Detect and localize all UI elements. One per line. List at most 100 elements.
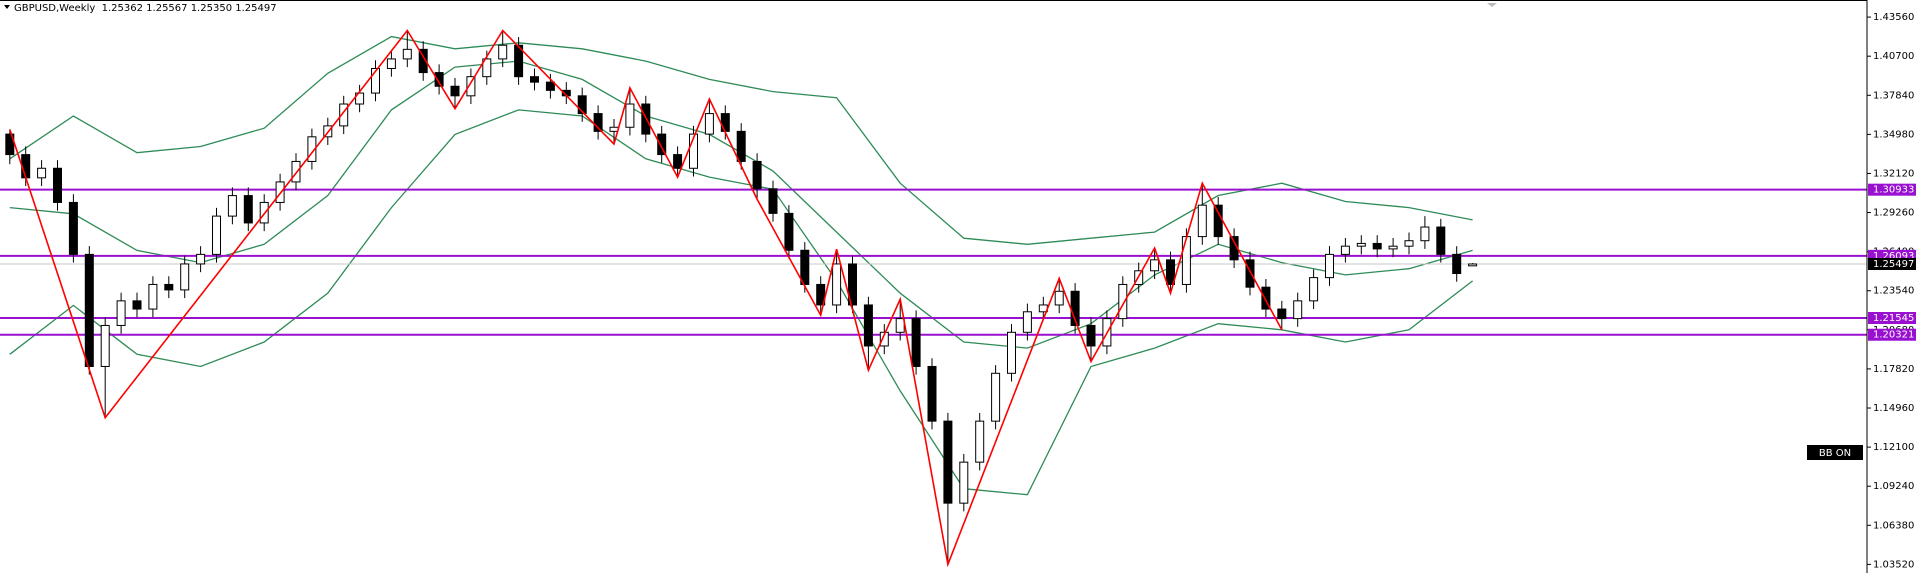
candle-body xyxy=(164,283,174,291)
candle-body xyxy=(1420,226,1430,242)
candle-body xyxy=(355,92,365,105)
candle-body xyxy=(148,283,158,310)
candle-body xyxy=(1166,259,1175,285)
candle-body xyxy=(1277,308,1287,320)
y-tick-label: 1.23540 xyxy=(1873,286,1914,297)
y-tick-label: 1.32120 xyxy=(1873,168,1914,179)
candle-body xyxy=(577,95,587,115)
candle-body xyxy=(1197,204,1207,238)
candle-body xyxy=(895,318,905,333)
candle-body xyxy=(1213,204,1223,238)
candle-body xyxy=(1054,290,1064,306)
candle-body xyxy=(768,188,778,214)
overlay: 1.30933 1.26093 1.21545 1.20321 1.25497 BB ON xyxy=(1807,183,1916,460)
candle-body xyxy=(418,48,428,74)
candle-body xyxy=(816,283,826,306)
candle-body xyxy=(84,253,94,367)
candle-body xyxy=(132,300,142,310)
candle-body xyxy=(275,181,285,203)
candle-body xyxy=(53,167,62,203)
candle-body xyxy=(530,76,539,83)
candle-body xyxy=(21,154,31,179)
price-axis: 1.43560 1.40700 1.37840 1.34980 1.32120 1.292… xyxy=(1867,12,1914,570)
candle-body xyxy=(911,318,921,367)
candle-body xyxy=(212,215,221,255)
candle-body xyxy=(291,160,301,183)
candle-body xyxy=(1452,253,1462,275)
candle-body xyxy=(927,365,937,422)
candle-body xyxy=(514,44,524,78)
candle-body xyxy=(1181,236,1191,285)
candle-body xyxy=(1340,245,1350,255)
level-label: 1.30933 xyxy=(1873,185,1914,196)
candle-body xyxy=(1261,286,1271,310)
candle-body xyxy=(975,420,985,463)
candle-body xyxy=(1150,259,1160,272)
candle-body xyxy=(736,130,746,162)
candle-body xyxy=(5,133,15,156)
candle-body xyxy=(625,103,635,128)
y-tick-label: 1.03520 xyxy=(1873,559,1914,570)
y-tick-label: 1.29260 xyxy=(1873,208,1914,219)
y-tick-label: 1.06380 xyxy=(1873,520,1914,531)
bb-button[interactable]: BB ON xyxy=(1819,448,1851,459)
candle-body xyxy=(116,300,126,326)
candle-body xyxy=(1086,324,1096,347)
y-tick-label: 1.12100 xyxy=(1873,442,1914,453)
candle-body xyxy=(752,160,762,190)
chart-header: GBPUSD,Weekly 1.25362 1.25567 1.25350 1.… xyxy=(14,3,277,14)
candle-body xyxy=(609,126,619,132)
zigzag-line xyxy=(9,29,1283,568)
candle-body xyxy=(657,133,667,156)
bollinger-band xyxy=(9,109,1473,496)
y-tick-label: 1.43560 xyxy=(1873,12,1914,23)
candle-body xyxy=(1309,277,1319,302)
y-tick-label: 1.34980 xyxy=(1873,129,1914,140)
candle-body xyxy=(943,420,953,504)
candle-body xyxy=(68,201,78,255)
level-label: 1.20321 xyxy=(1873,330,1914,341)
candle-body xyxy=(800,249,810,285)
candle-body xyxy=(227,195,237,217)
level-label-box xyxy=(1868,183,1916,196)
candle-body xyxy=(450,85,460,97)
level-label-box xyxy=(1868,312,1916,325)
candle-body xyxy=(959,461,969,504)
candle-body xyxy=(307,136,317,162)
candle-body xyxy=(991,372,1001,422)
candle-body xyxy=(848,263,857,306)
candle-body xyxy=(784,212,794,251)
candle-body xyxy=(243,195,253,224)
candle-body xyxy=(402,48,412,60)
level-label: 1.21545 xyxy=(1873,313,1914,324)
candle-body xyxy=(482,58,492,78)
candle-body xyxy=(1436,226,1446,255)
candle-body xyxy=(1372,242,1382,250)
candle-body xyxy=(879,331,889,347)
y-tick-label: 1.37840 xyxy=(1873,90,1914,101)
candle-body xyxy=(498,44,508,60)
candle-body xyxy=(1356,242,1366,247)
candle-body xyxy=(1022,311,1032,333)
candle-body xyxy=(1325,253,1334,279)
candle-body xyxy=(1404,240,1414,247)
shift-marker xyxy=(1487,3,1497,7)
level-label-box xyxy=(1868,328,1916,341)
candle-body xyxy=(720,113,730,132)
candle-body xyxy=(434,72,444,87)
candle-body xyxy=(1245,259,1255,288)
bollinger-band xyxy=(9,35,1473,245)
candle-body xyxy=(689,133,698,169)
bb-button-box[interactable] xyxy=(1807,445,1863,460)
candle-body xyxy=(466,76,476,97)
candle-body xyxy=(1388,245,1398,250)
candle-body xyxy=(863,304,873,347)
candle-body xyxy=(1293,300,1303,320)
candle-body xyxy=(593,113,603,132)
plot-area xyxy=(0,29,1867,568)
y-tick-label: 1.17820 xyxy=(1873,364,1914,375)
y-tick-label: 1.40700 xyxy=(1873,51,1914,62)
candle-body xyxy=(673,154,683,169)
